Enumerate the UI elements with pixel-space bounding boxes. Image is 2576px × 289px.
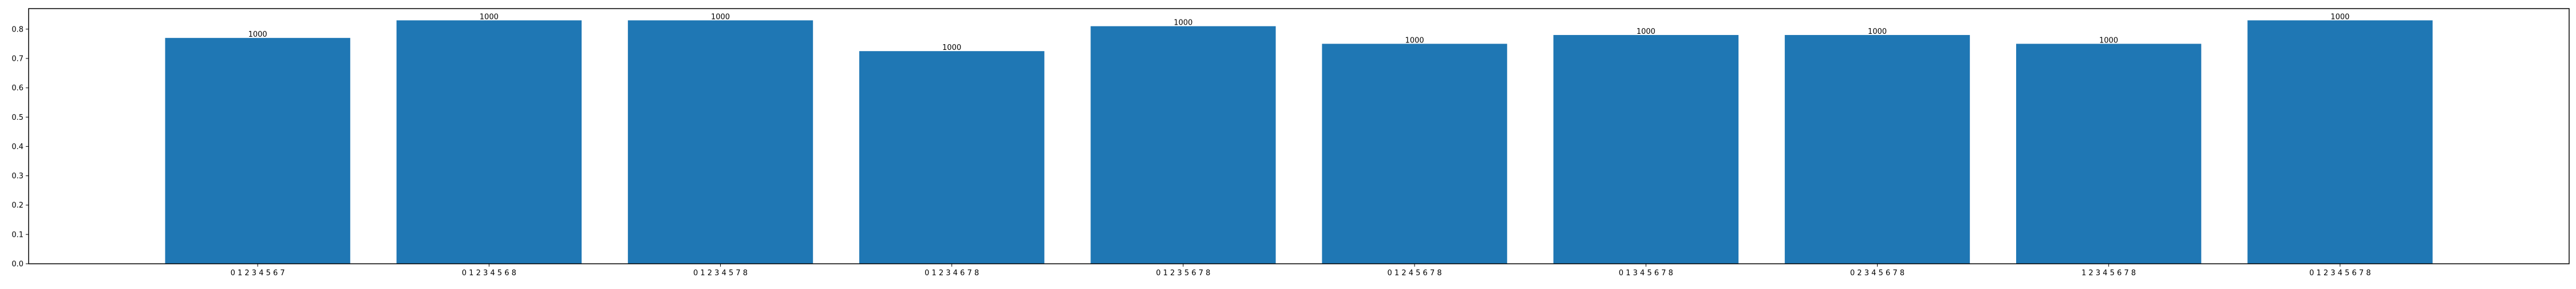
bar-value-label-7: 1000: [1868, 28, 1887, 36]
x-axis: 0 1 2 3 4 5 6 7 0 1 2 3 4 5 6 8 0 1 2 3 4 …: [231, 264, 2371, 278]
plot-frame: [28, 8, 2570, 264]
y-tick-label-1: 0.1: [11, 231, 23, 239]
y-tick-label-6: 0.6: [11, 84, 23, 93]
y-tick-label-4: 0.4: [11, 143, 23, 151]
x-tick-label-2: 0 1 2 3 4 5 7 8: [693, 269, 748, 278]
bar-value-label-4: 1000: [1174, 19, 1192, 28]
x-tick-label-7: 0 2 3 4 5 6 7 8: [1850, 269, 1905, 278]
y-tick-label-3: 0.3: [11, 172, 23, 181]
y-tick-label-5: 0.5: [11, 114, 23, 122]
bar-value-label-1: 1000: [480, 13, 499, 21]
x-tick-label-0: 0 1 2 3 4 5 6 7: [231, 269, 285, 278]
bar-2: [627, 20, 813, 264]
y-tick-label-2: 0.2: [11, 201, 23, 210]
bar-value-label-3: 1000: [942, 44, 961, 52]
bar-labels-layer: 1000 1000 1000 1000 1000 1000 1000 1000 1000 1000: [248, 13, 2350, 52]
x-tick-label-3: 0 1 2 3 4 6 7 8: [924, 269, 979, 278]
x-tick-label-9: 0 1 2 3 4 5 6 7 8: [2309, 269, 2371, 278]
bar-0: [165, 38, 350, 264]
x-tick-label-5: 0 1 2 4 5 6 7 8: [1388, 269, 1442, 278]
bars-layer: [165, 20, 2433, 264]
y-tick-label-7: 0.7: [11, 54, 23, 63]
bar-3: [859, 51, 1045, 264]
bar-9: [2247, 20, 2433, 264]
bar-value-label-5: 1000: [1405, 36, 1424, 45]
bar-6: [1553, 35, 1739, 264]
bar-value-label-8: 1000: [2099, 36, 2118, 45]
bar-value-label-2: 1000: [711, 13, 730, 21]
x-tick-label-6: 0 1 3 4 5 6 7 8: [1619, 269, 1673, 278]
x-tick-label-8: 1 2 3 4 5 6 7 8: [2081, 269, 2136, 278]
bar-7: [1784, 35, 1970, 264]
bar-value-label-9: 1000: [2330, 13, 2349, 21]
bar-value-label-0: 1000: [248, 30, 267, 39]
y-tick-label-0: 0.0: [11, 260, 23, 269]
bar-4: [1091, 26, 1276, 264]
x-tick-label-1: 0 1 2 3 4 5 6 8: [462, 269, 516, 278]
bar-5: [1322, 44, 1507, 264]
y-tick-label-8: 0.8: [11, 25, 23, 34]
x-tick-label-4: 0 1 2 3 5 6 7 8: [1156, 269, 1210, 278]
bar-value-label-6: 1000: [1637, 28, 1656, 36]
bar-1: [396, 20, 582, 264]
y-axis: 0.0 0.1 0.2 0.3 0.4 0.5 0.6 0.7 0.8: [11, 25, 29, 269]
bar-8: [2016, 44, 2202, 264]
